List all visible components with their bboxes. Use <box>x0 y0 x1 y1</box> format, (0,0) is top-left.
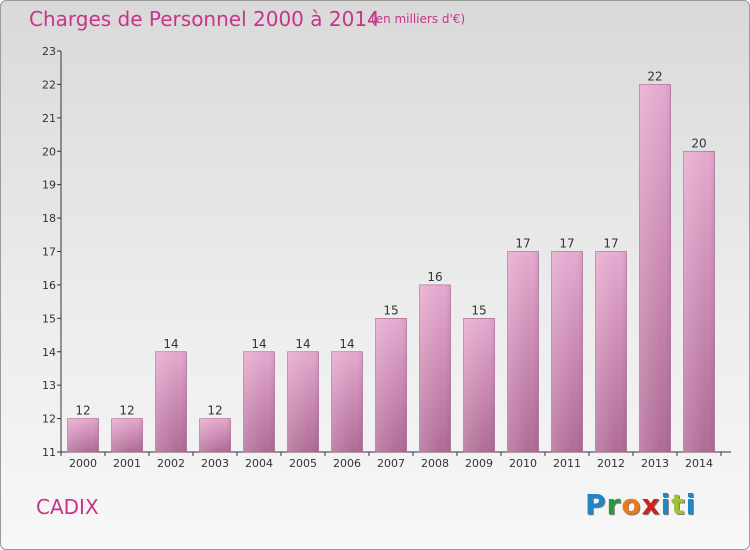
x-axis: 2000 2001 2002 2003 2004 2005 2006 2007 2008 2009… <box>60 451 731 470</box>
x-tick-label: 2013 <box>641 457 669 470</box>
bar-shade <box>67 418 99 452</box>
x-tick-label: 2011 <box>553 457 581 470</box>
x-tick-label: 2014 <box>685 457 713 470</box>
bar-shade <box>507 251 539 452</box>
x-tick-label: 2009 <box>465 457 493 470</box>
y-tick-label: 20 <box>42 145 56 158</box>
y-tick-label: 18 <box>42 212 56 225</box>
bar-shade <box>111 418 143 452</box>
bar-shade <box>595 251 627 452</box>
data-label-2014: 20 <box>691 136 706 150</box>
x-tick-label: 2008 <box>421 457 449 470</box>
x-tick-label: 2000 <box>69 457 97 470</box>
bar-shade <box>419 284 451 452</box>
data-label-2012: 17 <box>603 237 618 251</box>
bar-shade <box>287 351 319 452</box>
data-label-2007: 15 <box>383 303 398 317</box>
data-label-2003: 12 <box>207 404 222 418</box>
logo-letter: i <box>660 488 672 521</box>
x-tick-label: 2006 <box>333 457 361 470</box>
data-label-2009: 15 <box>471 303 486 317</box>
y-tick-label: 13 <box>42 379 56 392</box>
y-tick-label: 19 <box>42 179 56 192</box>
bar-shade <box>551 251 583 452</box>
y-tick-label: 11 <box>42 446 56 459</box>
logo-letter: t <box>671 488 686 521</box>
bar-shade <box>683 151 715 452</box>
data-labels: 12 12 14 12 14 14 14 15 16 15 17 17 17 22 20 <box>75 69 706 417</box>
logo-letter: r <box>606 488 622 521</box>
y-tick-label: 17 <box>42 246 56 259</box>
x-tick-label: 2012 <box>597 457 625 470</box>
logo-letter: i <box>685 488 697 521</box>
x-tick-label: 2003 <box>201 457 229 470</box>
logo-letter: o <box>621 488 642 521</box>
x-tick-label: 2005 <box>289 457 317 470</box>
chart-subtitle: (en milliers d'€) <box>371 12 466 26</box>
x-tick-label: 2002 <box>157 457 185 470</box>
chart-title: Charges de Personnel 2000 à 2014 <box>29 7 380 31</box>
place-name: CADIX <box>36 495 99 519</box>
bar-shade <box>155 351 187 452</box>
data-label-2002: 14 <box>163 337 178 351</box>
data-label-2004: 14 <box>251 337 266 351</box>
data-label-2006: 14 <box>339 337 354 351</box>
bar-shade <box>331 351 363 452</box>
bar-shade <box>375 318 407 452</box>
data-label-2011: 17 <box>559 237 574 251</box>
bars <box>67 84 715 453</box>
logo-letter: x <box>641 488 661 521</box>
proxiti-logo: Proxiti <box>585 488 696 521</box>
bar-shade <box>639 84 671 453</box>
data-label-2005: 14 <box>295 337 310 351</box>
y-tick-label: 15 <box>42 312 56 325</box>
data-label-2008: 16 <box>427 270 442 284</box>
x-tick-label: 2007 <box>377 457 405 470</box>
y-axis: 11 12 13 14 15 16 17 18 19 20 21 22 23 <box>42 45 62 459</box>
y-tick-label: 23 <box>42 45 56 58</box>
x-tick-label: 2004 <box>245 457 273 470</box>
data-label-2010: 17 <box>515 237 530 251</box>
logo-letter: P <box>585 488 607 521</box>
y-tick-label: 21 <box>42 112 56 125</box>
y-tick-label: 16 <box>42 279 56 292</box>
y-tick-label: 12 <box>42 413 56 426</box>
data-label-2000: 12 <box>75 404 90 418</box>
data-label-2001: 12 <box>119 404 134 418</box>
x-tick-label: 2010 <box>509 457 537 470</box>
y-tick-label: 14 <box>42 346 56 359</box>
bar-shade <box>463 318 495 452</box>
x-tick-label: 2001 <box>113 457 141 470</box>
bar-shade <box>199 418 231 452</box>
bar-shade <box>243 351 275 452</box>
y-tick-label: 22 <box>42 78 56 91</box>
data-label-2013: 22 <box>647 69 662 83</box>
